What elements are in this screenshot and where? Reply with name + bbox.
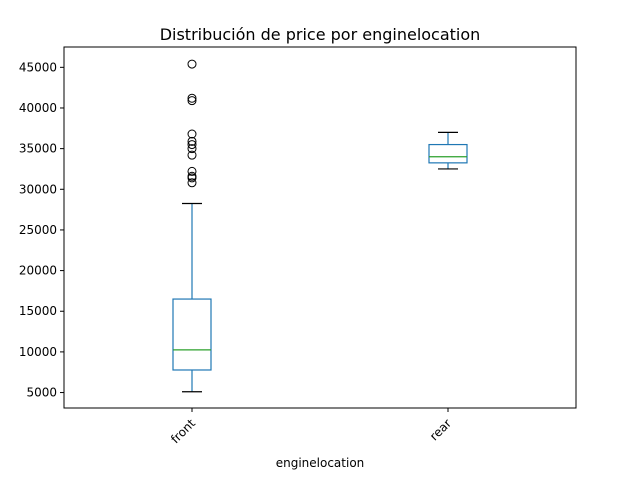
boxes bbox=[172, 59, 468, 393]
outlier-point bbox=[187, 144, 197, 154]
x-axis: front rear bbox=[168, 408, 454, 446]
y-tick-label: 10000 bbox=[19, 345, 57, 359]
outlier-point bbox=[187, 140, 197, 150]
y-tick-label: 45000 bbox=[19, 60, 57, 74]
plot-area-frame bbox=[63, 46, 577, 409]
box-iqr bbox=[172, 298, 212, 371]
y-tick-label: 30000 bbox=[19, 182, 57, 196]
x-tick-label-rear: rear bbox=[427, 416, 454, 443]
y-tick-label: 40000 bbox=[19, 101, 57, 115]
y-tick-label: 25000 bbox=[19, 223, 57, 237]
y-tick-label: 35000 bbox=[19, 142, 57, 156]
box-iqr bbox=[428, 143, 468, 164]
outlier-point bbox=[187, 129, 197, 139]
outlier-point bbox=[187, 93, 197, 103]
box-group-rear bbox=[428, 131, 468, 170]
outlier-point bbox=[187, 166, 197, 176]
x-tick-label-front: front bbox=[168, 416, 198, 446]
outlier-point bbox=[187, 178, 197, 188]
x-axis-label: enginelocation bbox=[276, 456, 365, 470]
chart-title: Distribución de price por enginelocation bbox=[160, 25, 481, 44]
outlier-point bbox=[187, 59, 197, 69]
y-tick-label: 15000 bbox=[19, 304, 57, 318]
box-group-front bbox=[172, 59, 212, 393]
outlier-point bbox=[187, 136, 197, 146]
y-tick-label: 5000 bbox=[26, 386, 57, 400]
y-axis: 5000 10000 15000 20000 25000 30000 35000 40000 4… bbox=[19, 60, 64, 400]
outlier-point bbox=[187, 150, 197, 160]
outlier-point bbox=[187, 96, 197, 106]
y-tick-label: 20000 bbox=[19, 264, 57, 278]
outlier-point bbox=[187, 171, 197, 181]
